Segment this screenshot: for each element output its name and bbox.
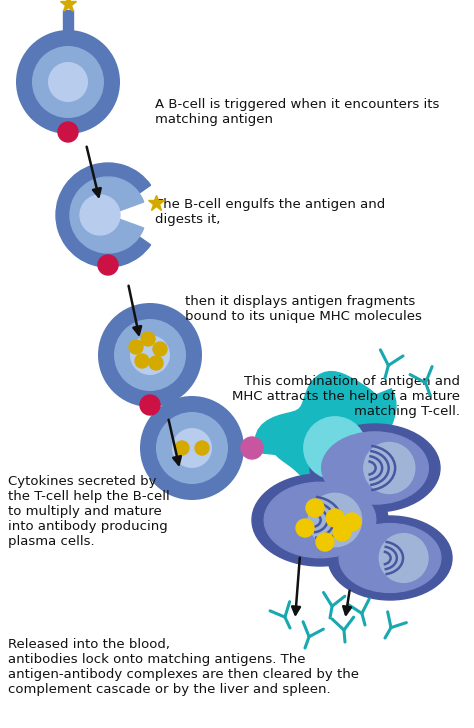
Circle shape <box>316 533 334 551</box>
Circle shape <box>175 441 189 455</box>
Circle shape <box>130 335 170 375</box>
Ellipse shape <box>264 482 376 558</box>
Circle shape <box>98 303 202 407</box>
Text: Cytokines secreted by
the T-cell help the B-cell
to multiply and mature
into ant: Cytokines secreted by the T-cell help th… <box>8 475 170 548</box>
Circle shape <box>98 255 118 275</box>
Ellipse shape <box>322 432 428 504</box>
Circle shape <box>32 46 104 118</box>
Circle shape <box>48 62 88 102</box>
Ellipse shape <box>339 523 441 593</box>
Circle shape <box>195 441 209 455</box>
Circle shape <box>343 513 361 531</box>
Polygon shape <box>255 371 404 500</box>
Ellipse shape <box>310 424 440 512</box>
Circle shape <box>296 519 314 537</box>
Circle shape <box>129 340 143 354</box>
Bar <box>63 10 73 30</box>
Circle shape <box>16 30 120 134</box>
Circle shape <box>326 509 344 527</box>
Text: This combination of antigen and
MHC attracts the help of a mature
matching T-cel: This combination of antigen and MHC attr… <box>232 375 460 418</box>
Wedge shape <box>56 163 151 267</box>
Wedge shape <box>70 177 144 253</box>
Circle shape <box>308 494 362 547</box>
Circle shape <box>156 412 228 484</box>
Circle shape <box>379 534 428 582</box>
Circle shape <box>153 342 167 356</box>
Text: then it displays antigen fragments
bound to its unique MHC molecules: then it displays antigen fragments bound… <box>185 295 422 323</box>
Circle shape <box>172 428 212 468</box>
Text: The B-cell engulfs the antigen and
digests it,: The B-cell engulfs the antigen and diges… <box>155 198 385 226</box>
Circle shape <box>141 332 155 346</box>
Ellipse shape <box>328 516 452 600</box>
Circle shape <box>58 122 78 142</box>
Circle shape <box>364 443 415 494</box>
Circle shape <box>241 437 263 459</box>
Text: Released into the blood,
antibodies lock onto matching antigens. The
antigen-ant: Released into the blood, antibodies lock… <box>8 638 359 696</box>
Circle shape <box>149 356 163 370</box>
Circle shape <box>80 195 120 235</box>
Circle shape <box>304 417 366 479</box>
Ellipse shape <box>252 474 388 566</box>
Circle shape <box>306 499 324 517</box>
Circle shape <box>135 354 149 368</box>
Circle shape <box>333 523 351 541</box>
Text: A B-cell is triggered when it encounters its
matching antigen: A B-cell is triggered when it encounters… <box>155 98 439 126</box>
Circle shape <box>140 395 160 415</box>
Circle shape <box>140 396 244 500</box>
Circle shape <box>114 319 186 391</box>
